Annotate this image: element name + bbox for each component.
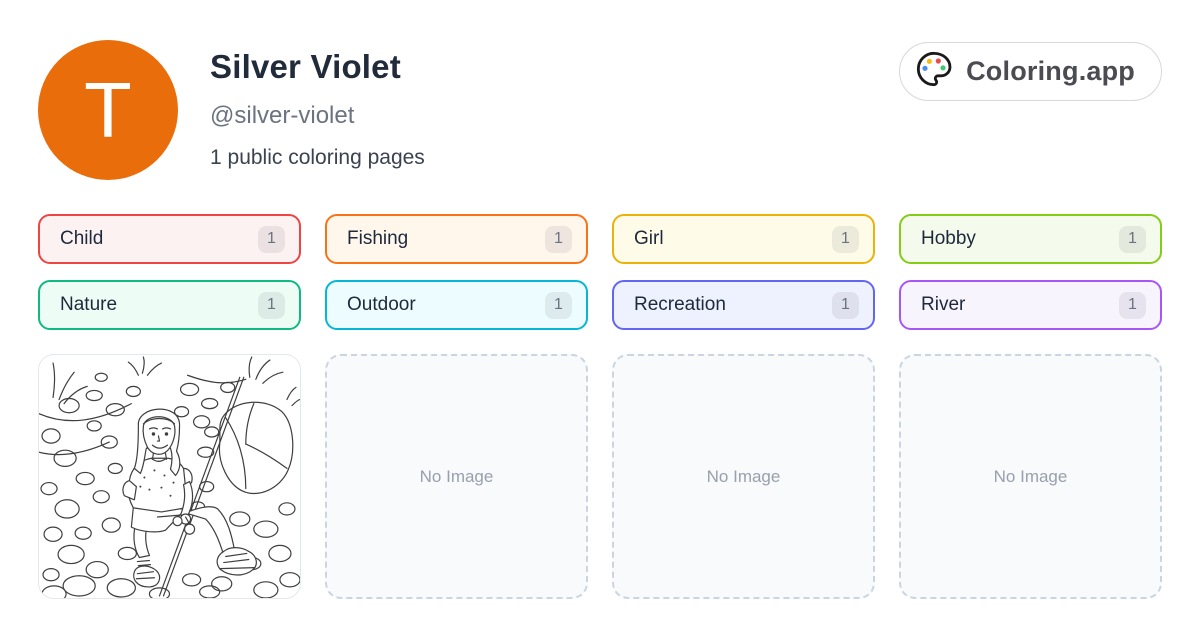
tag-label: Nature <box>60 294 118 315</box>
brand-badge[interactable]: Coloring.app <box>899 42 1162 101</box>
palette-icon <box>914 49 954 94</box>
tag-chip-hobby[interactable]: Hobby 1 <box>899 214 1162 264</box>
profile-page: T Silver Violet @silver-violet 1 public … <box>38 40 1162 599</box>
tag-label: Girl <box>634 228 664 249</box>
brand-name: Coloring.app <box>966 56 1135 86</box>
profile-handle: @silver-violet <box>210 102 355 129</box>
tag-count-badge: 1 <box>545 225 572 253</box>
tag-label: Child <box>60 228 104 249</box>
tag-chip-girl[interactable]: Girl 1 <box>612 214 875 264</box>
tag-count-badge: 1 <box>545 291 572 319</box>
tag-count-badge: 1 <box>1119 225 1146 253</box>
profile-header: T Silver Violet @silver-violet 1 public … <box>38 40 1162 198</box>
tag-chip-river[interactable]: River 1 <box>899 280 1162 330</box>
tag-label: Outdoor <box>347 294 416 315</box>
profile-name: Silver Violet <box>210 48 401 85</box>
tag-chip-fishing[interactable]: Fishing 1 <box>325 214 588 264</box>
tag-count-badge: 1 <box>258 225 285 253</box>
tag-label: River <box>921 294 966 315</box>
no-image-label: No Image <box>706 466 781 486</box>
gallery-grid: No Image No Image No Image <box>38 354 1162 599</box>
tag-count-badge: 1 <box>832 291 859 319</box>
tag-label: Fishing <box>347 228 409 249</box>
tag-chip-child[interactable]: Child 1 <box>38 214 301 264</box>
tag-label: Hobby <box>921 228 976 249</box>
avatar: T <box>38 40 178 180</box>
coloring-page-card[interactable] <box>38 354 301 599</box>
avatar-letter: T <box>84 66 132 154</box>
empty-card: No Image <box>612 354 875 599</box>
empty-card: No Image <box>899 354 1162 599</box>
tags-grid: Child 1 Fishing 1 Girl 1 Hobby 1 Nature … <box>38 214 1162 330</box>
tag-count-badge: 1 <box>258 291 285 319</box>
profile-info: Silver Violet @silver-violet 1 public co… <box>210 40 425 170</box>
tag-count-badge: 1 <box>1119 291 1146 319</box>
tag-label: Recreation <box>634 294 726 315</box>
profile-stats: 1 public coloring pages <box>210 146 425 169</box>
tag-chip-outdoor[interactable]: Outdoor 1 <box>325 280 588 330</box>
no-image-label: No Image <box>419 466 494 486</box>
no-image-label: No Image <box>993 466 1068 486</box>
tag-count-badge: 1 <box>832 225 859 253</box>
tag-chip-nature[interactable]: Nature 1 <box>38 280 301 330</box>
empty-card: No Image <box>325 354 588 599</box>
coloring-page-image <box>39 356 300 598</box>
tag-chip-recreation[interactable]: Recreation 1 <box>612 280 875 330</box>
